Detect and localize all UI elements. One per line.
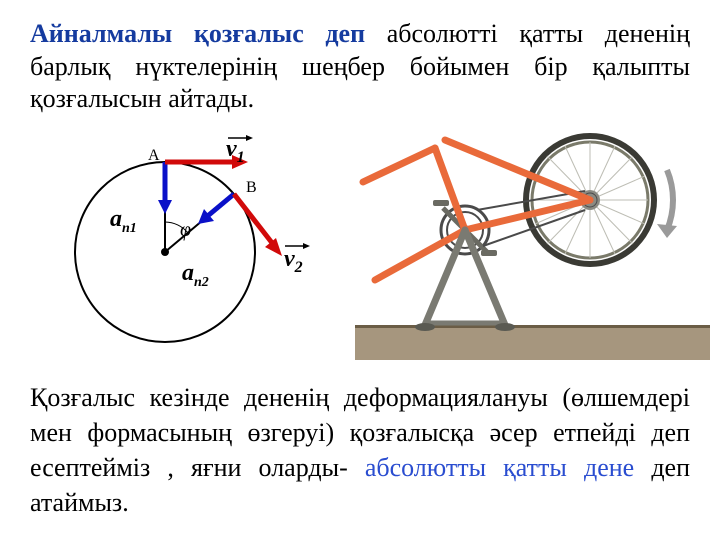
figures-row: A B φ	[10, 130, 710, 360]
svg-text:an2: an2	[182, 260, 209, 290]
label-v1: v	[226, 136, 237, 162]
label-v2-sub: 2	[294, 259, 303, 276]
circle-diagram: A B φ	[10, 130, 355, 360]
an1-arrow	[158, 162, 172, 214]
rotation-arrow	[657, 170, 677, 238]
label-an1-sub: n1	[122, 221, 137, 236]
label-B: B	[246, 179, 257, 196]
an2-arrow	[198, 194, 234, 224]
svg-text:v1: v1	[226, 136, 245, 166]
label-an2-sub: n2	[194, 275, 209, 290]
svg-text:an1: an1	[110, 206, 137, 236]
definition-term: Айналмалы қозғалыс деп	[30, 19, 365, 48]
v2-arrow	[234, 194, 282, 256]
label-phi: φ	[180, 219, 191, 241]
label-A: A	[148, 147, 160, 164]
rigid-body-paragraph: Қозғалыс кезінде дененің деформациялануы…	[30, 380, 690, 520]
bike-diagram	[355, 130, 710, 360]
definition-paragraph: Айналмалы қозғалыс деп абсолютті қатты д…	[30, 18, 690, 116]
label-v1-sub: 1	[237, 149, 245, 166]
svg-text:v2: v2	[284, 246, 303, 276]
rigid-body-term: абсолютты қатты дене	[365, 453, 634, 482]
label-v2: v	[284, 246, 295, 272]
label-an2: a	[182, 260, 194, 286]
label-an1: a	[110, 206, 122, 232]
